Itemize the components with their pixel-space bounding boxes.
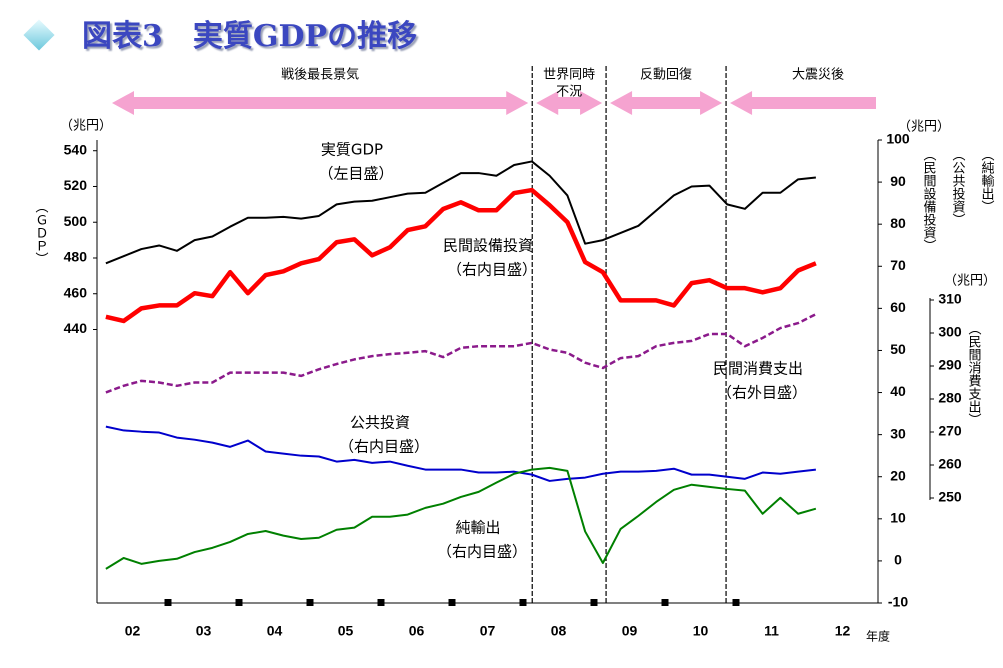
x-tick (306, 599, 314, 606)
x-tick-label: 09 (622, 623, 638, 639)
y-tick-label: 500 (64, 213, 88, 229)
period-label: 反動回復 (640, 67, 692, 83)
y-tick-label: 520 (64, 177, 88, 193)
x-tick-label: 11 (764, 623, 779, 639)
y2-tick-label: 0 (894, 552, 902, 568)
y-unit: （兆円） (60, 119, 112, 134)
x-tick (732, 599, 740, 606)
series-line (105, 466, 817, 570)
y-axis-label: （ＧＤＰ） (33, 200, 49, 265)
series-label: 民間設備投資 (443, 237, 533, 255)
x-tick-label: 06 (409, 623, 425, 639)
y-tick-label: 480 (64, 249, 88, 265)
series-scale-note: （左目盛） (318, 165, 393, 183)
y3-tick-label: 280 (938, 390, 962, 406)
y2-tick-label: 100 (886, 131, 910, 147)
series-label: 公共投資 (350, 414, 410, 432)
y3-tick-label: 300 (938, 324, 962, 340)
period-arrow (112, 91, 529, 115)
y-tick-label: 540 (64, 141, 88, 157)
x-tick (235, 599, 243, 606)
chart-title: 図表3 実質GDPの推移 (82, 19, 417, 54)
y3-tick-label: 290 (938, 357, 962, 373)
series-line (105, 313, 817, 394)
title-icon (23, 19, 55, 51)
x-tick (377, 599, 385, 606)
series-scale-note: （右内目盛） (437, 543, 527, 561)
y2-axis-label: （公共投資） (950, 148, 966, 226)
y3-axis-label: （民間消費支出） (966, 322, 982, 426)
y3-tick-label: 310 (938, 291, 962, 307)
x-tick-label: 10 (693, 623, 709, 639)
series-scale-note: （右内目盛） (339, 438, 429, 456)
x-tick-label: 07 (480, 623, 496, 639)
x-tick-label: 08 (551, 623, 567, 639)
period-label: 大震災後 (792, 68, 844, 83)
series-label: 純輸出 (455, 519, 500, 537)
y-tick-label: 460 (64, 284, 88, 300)
x-tick (519, 599, 527, 606)
y2-tick-label: 30 (890, 425, 906, 441)
y2-axis-label: （純輸出） (979, 148, 995, 213)
y3-tick-label: 250 (938, 489, 962, 505)
y2-tick-label: 70 (890, 257, 906, 273)
y3-tick-label: 270 (938, 423, 962, 439)
y2-tick-label: 80 (890, 215, 906, 231)
x-tick-label: 04 (267, 623, 283, 639)
y2-tick-label: -10 (888, 594, 908, 610)
x-tick (590, 599, 598, 606)
y2-tick-label: 50 (890, 341, 906, 357)
y2-tick-label: 10 (890, 510, 906, 526)
x-axis-label: 年度 (866, 629, 890, 644)
y2-unit: （兆円） (898, 120, 950, 135)
period-arrow (536, 91, 603, 115)
series-scale-note: （右外目盛） (717, 384, 807, 402)
period-label: 不況 (556, 85, 582, 100)
x-tick-label: 12 (835, 623, 851, 639)
period-arrow (610, 91, 723, 115)
period-label: 戦後最長景気 (281, 67, 359, 83)
y2-tick-label: 60 (890, 299, 906, 315)
series-scale-note: （右内目盛） (447, 261, 537, 279)
x-tick (661, 599, 669, 606)
x-tick-label: 05 (338, 623, 354, 639)
series-label: 実質GDP (321, 141, 383, 159)
period-arrow (730, 91, 876, 115)
series-line (105, 425, 816, 482)
x-tick-label: 02 (125, 623, 141, 639)
y2-axis-label: （民間設備投資） (921, 148, 937, 252)
y-tick-label: 440 (64, 320, 88, 336)
x-tick-label: 03 (196, 623, 212, 639)
y2-tick-label: 90 (890, 173, 906, 189)
x-tick (164, 599, 172, 606)
series-line (105, 160, 816, 265)
y3-unit: （兆円） (944, 274, 996, 289)
series-label: 民間消費支出 (713, 360, 803, 378)
y2-tick-label: 40 (890, 383, 906, 399)
y3-tick-label: 260 (938, 456, 962, 472)
period-label: 世界同時 (543, 68, 595, 83)
y2-tick-label: 20 (890, 467, 906, 483)
x-tick (448, 599, 456, 606)
series-line (105, 187, 817, 324)
